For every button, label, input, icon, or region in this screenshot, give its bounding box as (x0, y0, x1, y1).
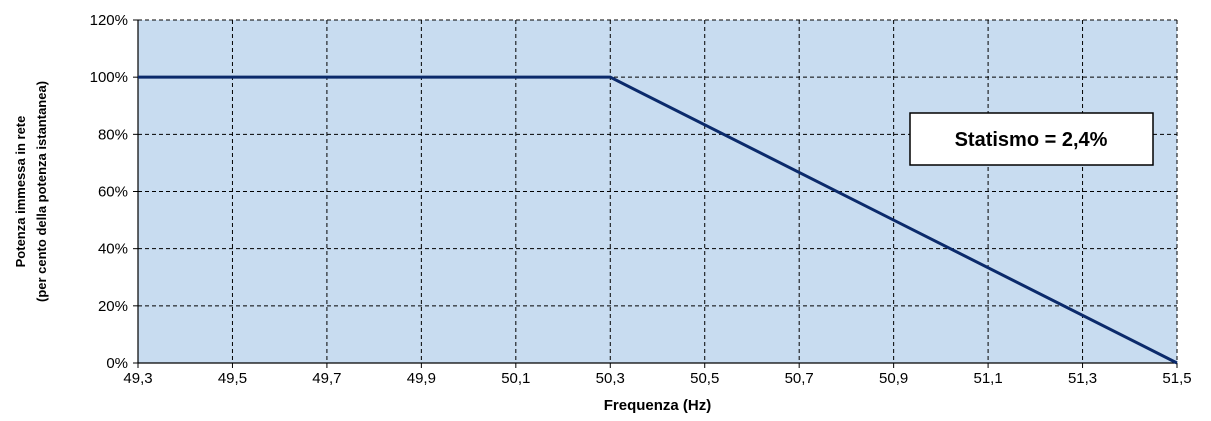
annotation-box (909, 112, 1154, 166)
x-tick-label: 50,7 (785, 370, 814, 387)
y-tick-labels: 0% 20% 40% 60% 80% 100% 120% (90, 12, 128, 372)
x-tick-label: 51,3 (1068, 370, 1097, 387)
y-tick-label: 60% (98, 184, 128, 201)
y-tick-label: 0% (106, 355, 128, 372)
x-tick-label: 50,3 (596, 370, 625, 387)
y-tick-label: 80% (98, 126, 128, 143)
x-tick-label: 50,9 (879, 370, 908, 387)
x-tick-label: 51,5 (1162, 370, 1191, 387)
x-tick-label: 49,7 (312, 370, 341, 387)
x-tick-label: 51,1 (973, 370, 1002, 387)
y-axis-title-line-1: Potenza immessa in rete (13, 116, 28, 268)
y-tick-label: 120% (90, 12, 128, 29)
y-tick-label: 100% (90, 69, 128, 86)
y-tick-label: 20% (98, 298, 128, 315)
series-line (138, 75, 1178, 365)
x-tick-label: 49,3 (123, 370, 152, 387)
y-axis-title: Potenza immessa in rete (per cento della… (13, 81, 49, 302)
y-axis-title-line-2: (per cento della potenza istantanea) (34, 81, 49, 302)
series (138, 75, 1178, 365)
annotation: Statismo = 2,4% (909, 112, 1154, 166)
x-tick-label: 49,9 (407, 370, 436, 387)
x-tick-label: 50,5 (690, 370, 719, 387)
x-tick-label: 50,1 (501, 370, 530, 387)
x-axis-title: Frequenza (Hz) (604, 397, 712, 414)
x-tick-labels: 49,3 49,5 49,7 49,9 50,1 50,3 50,5 50,7 50,9 51,1… (123, 370, 1191, 387)
x-tick-label: 49,5 (218, 370, 247, 387)
annotation-text: Statismo = 2,4% (955, 129, 1108, 151)
y-tick-label: 40% (98, 241, 128, 258)
